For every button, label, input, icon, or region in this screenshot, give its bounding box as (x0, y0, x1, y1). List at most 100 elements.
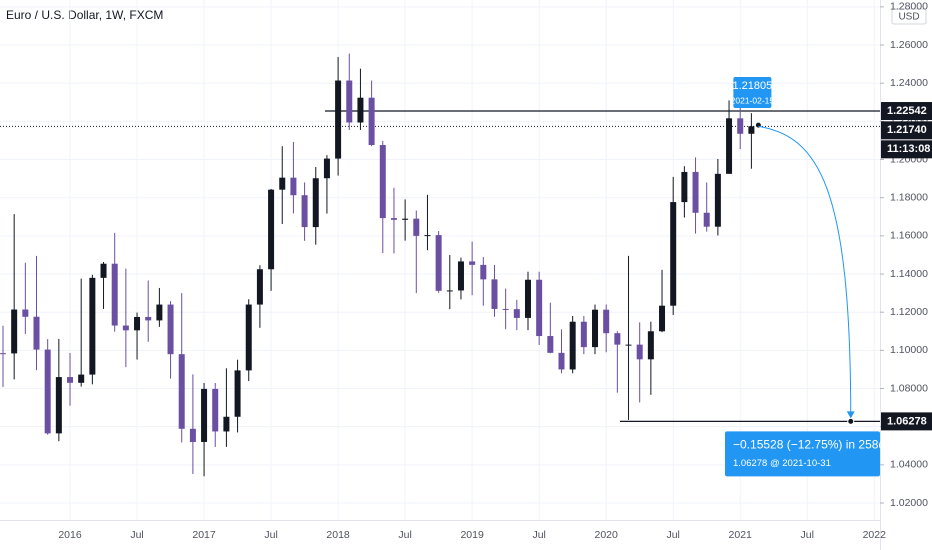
candle-body (89, 277, 96, 375)
candle-body (614, 333, 621, 345)
x-tick-label: Jul (398, 529, 411, 541)
candle-body (524, 279, 531, 318)
candle-body (625, 344, 632, 346)
y-tick-label: 1.10000 (890, 344, 928, 356)
line-price-label: 1.06278 (887, 415, 927, 427)
candle-body (390, 218, 397, 220)
candle-body (67, 377, 74, 383)
candle-body (714, 173, 721, 227)
x-tick-label: 2022 (863, 529, 887, 541)
candle-body (502, 308, 509, 310)
y-tick-label: 1.08000 (890, 382, 928, 394)
candle-body (547, 336, 554, 353)
y-tick-label: 1.12000 (890, 306, 928, 318)
candle-body (703, 212, 710, 227)
candle-body (491, 279, 498, 309)
x-tick-label: Jul (666, 529, 679, 541)
arrow-head (846, 411, 855, 419)
candle-body (156, 304, 163, 321)
x-tick-label: Jul (532, 529, 545, 541)
candle-body (100, 263, 107, 278)
candle-body (33, 316, 40, 350)
x-tick-label: 2020 (595, 529, 619, 541)
candle-body (446, 290, 453, 292)
candle-body (223, 416, 230, 432)
candle-body (312, 178, 319, 228)
candle-body (413, 218, 420, 236)
candle-body (469, 261, 476, 265)
candle-body (670, 202, 677, 306)
candle-body (368, 97, 375, 146)
y-tick-label: 1.26000 (890, 39, 928, 51)
x-tick-label: 2021 (729, 529, 753, 541)
y-tick-label: 1.28000 (890, 1, 928, 13)
candle-body (290, 177, 297, 196)
candle-body (457, 261, 464, 291)
countdown-label: 11:13:08 (887, 143, 930, 155)
candle-body (245, 304, 252, 371)
y-tick-label: 1.18000 (890, 191, 928, 203)
candle-body (402, 218, 409, 220)
candle-body (569, 321, 576, 370)
candle-body (379, 145, 386, 219)
candle-body (513, 309, 520, 318)
candle-body (335, 80, 342, 159)
candle-body (681, 171, 688, 203)
candle-body (22, 309, 29, 317)
candle-body (659, 305, 666, 332)
candle-body (435, 235, 442, 291)
candle-body (256, 269, 263, 305)
candle-body (737, 118, 744, 134)
candle-body (167, 304, 174, 355)
candle-body (44, 349, 51, 434)
candle-body (592, 309, 599, 348)
candle-body (234, 370, 241, 417)
tooltip-value: 1.21805 (733, 80, 773, 92)
candle-body (78, 374, 85, 383)
candle-body (692, 171, 699, 213)
candle-body (55, 377, 62, 434)
candle-body (536, 279, 543, 337)
y-tick-label: 1.16000 (890, 230, 928, 242)
candle-body (178, 354, 185, 429)
candle-body (189, 428, 196, 442)
x-tick-label: Jul (801, 529, 814, 541)
countdown-box (881, 140, 932, 159)
y-tick-label: 1.02000 (890, 497, 928, 509)
candle-body (580, 321, 587, 348)
projection-end: 1.06278 @ 2021-10-31 (733, 458, 831, 469)
projection-point (847, 417, 855, 425)
line-price-label-box (881, 412, 932, 431)
x-tick-label: 2017 (192, 529, 216, 541)
y-tick-label: 1.24000 (890, 77, 928, 89)
candle-body (122, 325, 129, 331)
candle-body (480, 264, 487, 280)
candle-body (145, 316, 152, 321)
candle-body (111, 263, 118, 326)
x-tick-label: Jul (264, 529, 277, 541)
candle-body (636, 344, 643, 360)
x-tick-label: 2018 (326, 529, 350, 541)
candle-body (279, 177, 286, 190)
last-price-label: 1.21740 (887, 124, 927, 136)
candle-body (558, 352, 565, 370)
line-price-label-box (881, 102, 932, 121)
projection-change: −0.15528 (−12.75%) in 258d 23h (733, 438, 908, 452)
candle-body (357, 97, 364, 123)
chart-title: Euro / U.S. Dollar, 1W, FXCM (6, 8, 163, 22)
projection-box (725, 431, 880, 477)
candle-body (0, 353, 6, 355)
candle-body (603, 309, 610, 334)
projection-arrow (758, 125, 852, 418)
currency-box (891, 8, 927, 25)
candle-body (11, 309, 18, 354)
tooltip-date: 2021-02-15 (731, 95, 775, 105)
y-tick-label: 1.04000 (890, 459, 928, 471)
candle-body (268, 189, 275, 270)
line-price-label: 1.22542 (887, 105, 927, 117)
last-price-label-box (881, 121, 932, 140)
candle-body (424, 235, 431, 237)
candle-body (201, 388, 208, 442)
